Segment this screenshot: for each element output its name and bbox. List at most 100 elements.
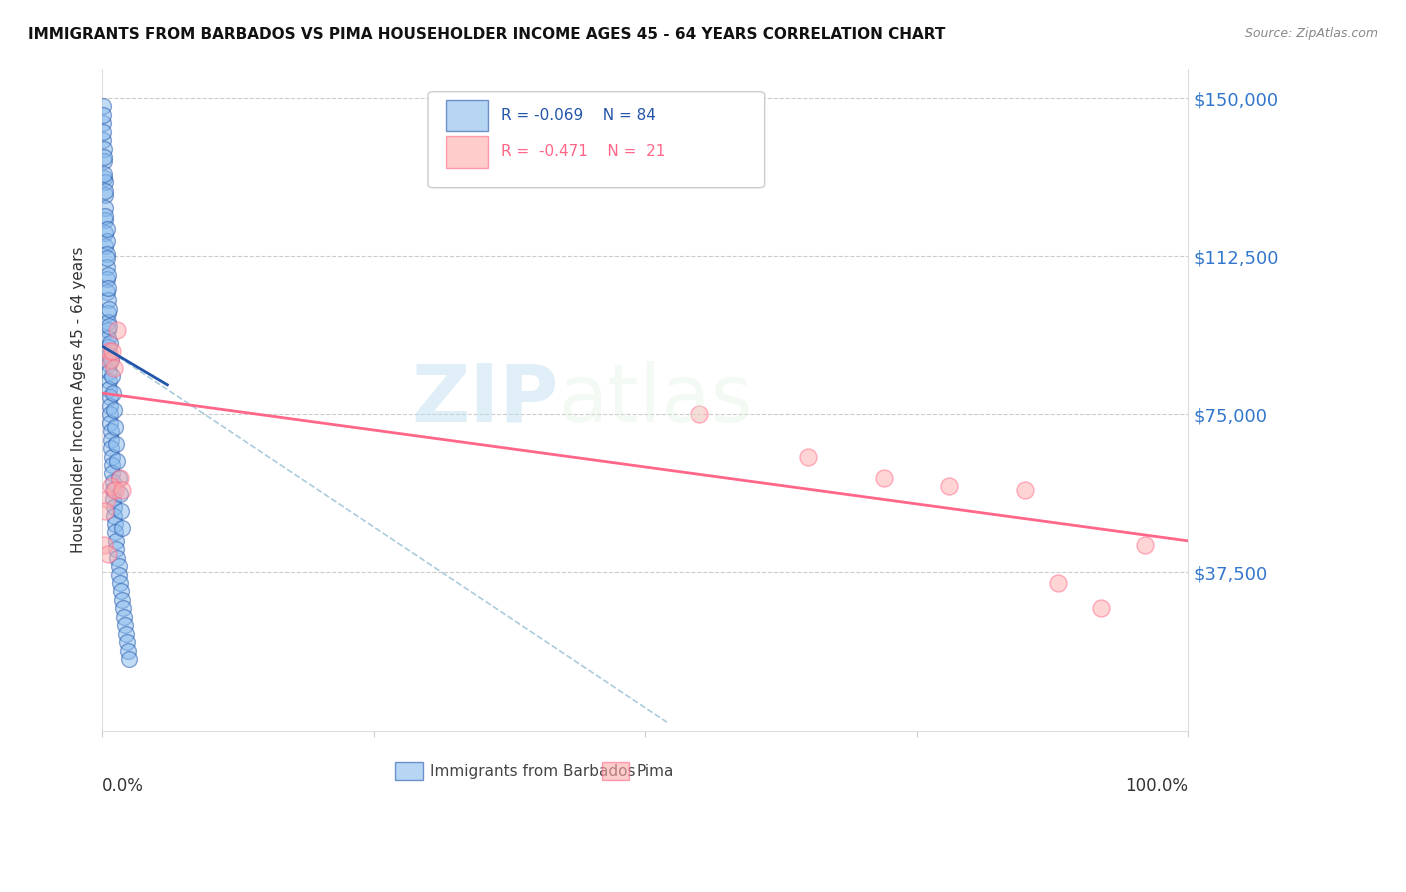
Point [104,420,127,434]
Text: Pima: Pima [637,764,673,779]
Point [938,479,960,493]
Point [105,533,128,548]
Point [105,542,128,557]
Point [97,314,120,328]
FancyBboxPatch shape [427,92,765,187]
Point [103,361,125,376]
Point [97,365,120,379]
Bar [602,762,628,780]
Point [107,550,129,565]
Point [96,221,118,235]
Point [97,301,120,316]
Bar [447,136,488,168]
Text: Source: ZipAtlas.com: Source: ZipAtlas.com [1244,27,1378,40]
Text: Immigrants from Barbados: Immigrants from Barbados [430,764,636,779]
Point [112,609,135,624]
Point [98,335,121,350]
Point [98,416,121,430]
Point [108,487,131,501]
Point [96,247,118,261]
Point [96,272,118,286]
Point [111,483,134,498]
Point [111,593,134,607]
Point [91,108,114,122]
Point [110,584,132,599]
Text: R =  -0.471    N =  21: R = -0.471 N = 21 [501,145,665,160]
Point [104,483,127,498]
Point [110,504,132,518]
Point [111,601,134,615]
Point [96,252,118,266]
Point [107,559,129,574]
Point [103,500,125,515]
Point [107,470,129,484]
Point [97,344,120,359]
Point [93,150,115,164]
Point [873,470,896,484]
Text: R = -0.069    N = 84: R = -0.069 N = 84 [501,108,655,123]
Point [94,209,117,223]
Point [97,306,120,320]
Point [100,352,122,367]
Point [108,576,131,591]
Point [97,268,120,282]
Point [91,116,114,130]
Point [97,357,120,371]
Point [93,167,115,181]
Point [797,450,820,464]
Text: 0.0%: 0.0% [103,777,143,795]
Point [107,567,129,582]
Point [96,260,118,274]
Text: 100.0%: 100.0% [1125,777,1188,795]
Point [97,323,120,337]
Text: IMMIGRANTS FROM BARBADOS VS PIMA HOUSEHOLDER INCOME AGES 45 - 64 YEARS CORRELATI: IMMIGRANTS FROM BARBADOS VS PIMA HOUSEHO… [28,27,945,42]
Point [97,293,120,308]
Point [100,441,122,455]
Y-axis label: Householder Income Ages 45 - 64 years: Householder Income Ages 45 - 64 years [72,246,86,553]
Point [1046,576,1069,591]
Point [96,235,118,249]
Point [98,399,121,413]
Point [101,475,124,489]
Point [101,483,124,498]
Point [101,344,124,359]
Point [94,226,117,240]
Point [115,626,138,640]
Point [93,142,115,156]
Point [97,348,120,362]
Point [101,386,124,401]
Point [103,403,125,417]
Point [101,450,124,464]
Point [94,238,117,252]
Point [91,133,114,147]
Point [108,470,131,484]
Point [105,437,128,451]
Point [111,521,134,535]
Point [101,458,124,472]
Text: atlas: atlas [558,360,752,439]
Point [94,188,117,202]
Point [97,331,120,345]
Point [688,408,710,422]
Point [97,318,120,333]
Point [97,374,120,388]
Point [98,391,121,405]
Point [96,491,118,506]
Point [94,213,117,227]
Point [93,171,115,186]
Point [1133,538,1156,552]
Point [94,175,117,189]
Point [97,382,120,396]
Point [101,491,124,506]
Point [100,433,122,447]
Point [94,184,117,198]
Point [93,154,115,169]
Point [97,340,120,354]
Point [100,424,122,438]
Point [98,352,121,367]
Point [91,99,114,113]
Point [94,201,117,215]
Point [96,285,118,299]
Point [97,281,120,295]
Point [114,618,136,632]
